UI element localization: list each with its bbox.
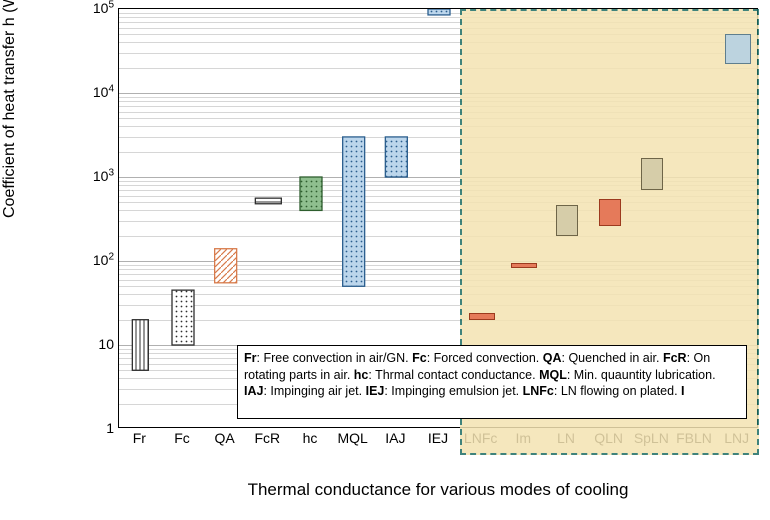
gridline [119,93,757,94]
x-tick-label: LNJ [724,430,749,446]
bar-Fc [172,290,194,345]
gridline [119,137,757,138]
bar-QLN [599,199,621,226]
x-tick-label: QA [215,430,235,446]
gridline [119,305,757,306]
gridline [119,13,757,14]
y-tick-label: 105 [60,0,114,16]
gridline [119,28,757,29]
plot-area: Fr: Free convection in air/GN. Fc: Force… [118,8,758,428]
x-tick-label: IAJ [385,430,405,446]
gridline [119,294,757,295]
gridline [119,22,757,23]
x-tick-label: Fr [133,430,146,446]
gridline [119,320,757,321]
gridline [119,269,757,270]
x-tick-label: SpLN [634,430,669,446]
bar-LN [556,205,578,235]
gridline [119,210,757,211]
x-tick-label: Im [516,430,532,446]
gridline [119,202,757,203]
y-tick-label: 102 [60,252,114,268]
legend-box: Fr: Free convection in air/GN. Fc: Force… [237,345,747,419]
gridline [119,118,757,119]
gridline [119,196,757,197]
bar-Im [511,263,537,268]
bar-LNFc [469,313,495,320]
gridline [119,68,757,69]
gridline [119,280,757,281]
gridline [119,101,757,102]
bar-IAJ [385,137,407,177]
gridline [119,265,757,266]
gridline [119,34,757,35]
gridline [119,97,757,98]
gridline [119,106,757,107]
gridline [119,42,757,43]
chart-stage: Coefficient of heat transfer h (W/m2K) [0,0,770,520]
y-tick-label: 10 [60,336,114,352]
x-tick-label: FBLN [676,430,712,446]
gridline [119,236,757,237]
bar-SpLN [641,158,663,190]
gridline [119,286,757,287]
gridline [119,126,757,127]
x-tick-label: Fc [174,430,190,446]
gridline [119,274,757,275]
x-tick-label: MQL [337,430,367,446]
gridline [119,190,757,191]
y-tick-label: 104 [60,84,114,100]
x-tick-label: IEJ [428,430,448,446]
gridline [119,17,757,18]
x-tick-label: FcR [254,430,280,446]
gridline [119,112,757,113]
gridline [119,152,757,153]
y-tick-label: 1 [60,420,114,436]
bar-LNJ [725,34,751,64]
x-tick-label: LNFc [464,430,497,446]
x-tick-label: QLN [594,430,623,446]
gridline [119,261,757,262]
bar-hc [300,177,322,210]
x-axis-title: Thermal conductance for various modes of… [118,480,758,500]
gridline [119,221,757,222]
y-tick-label: 103 [60,168,114,184]
x-tick-label: hc [303,430,318,446]
y-axis-title: Coefficient of heat transfer h (W/m2K) [1,0,19,218]
x-tick-label: LN [557,430,575,446]
gridline [119,53,757,54]
